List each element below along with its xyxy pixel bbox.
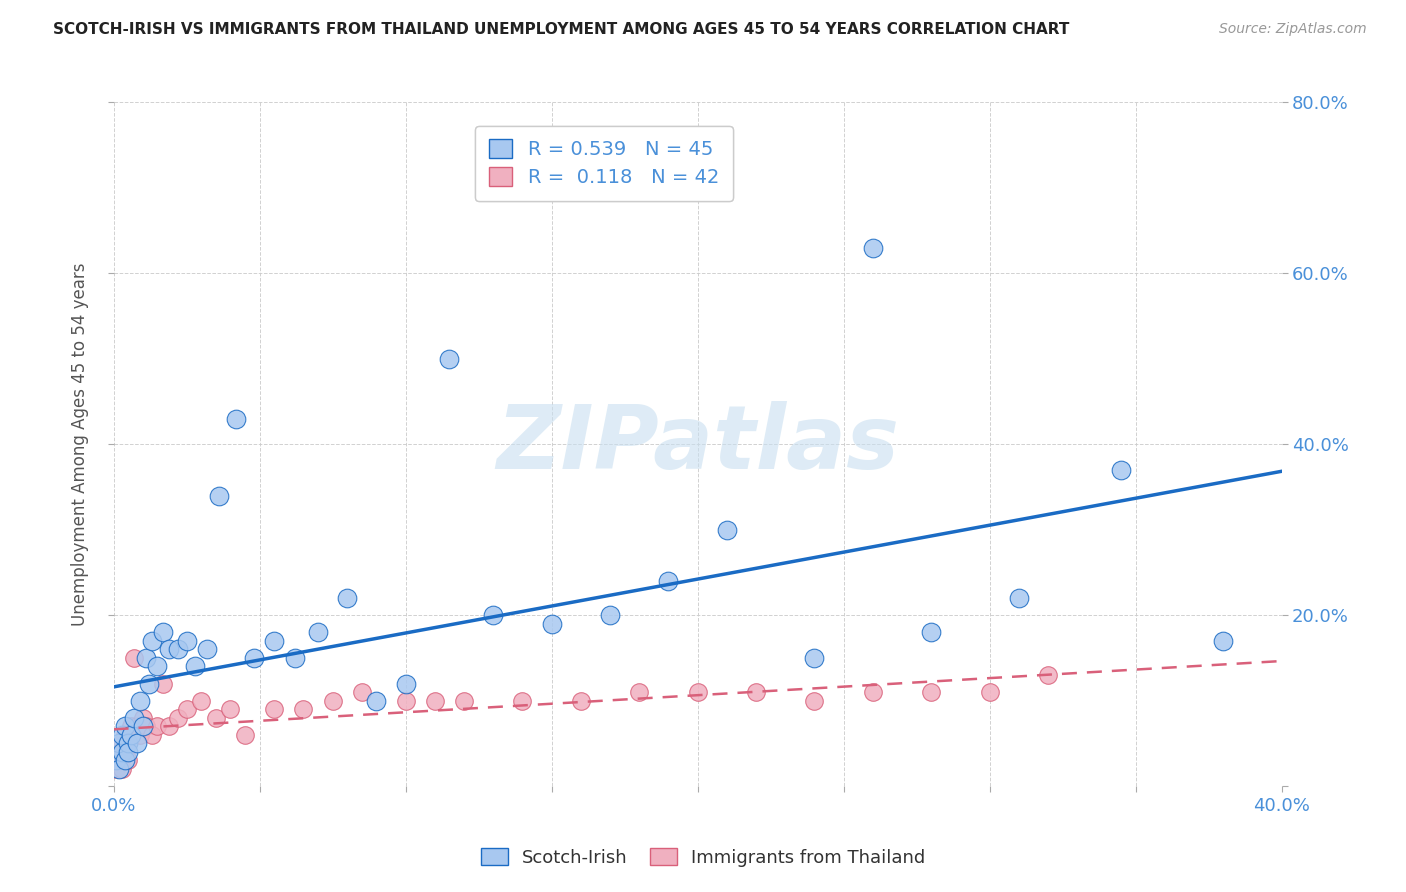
Point <box>263 702 285 716</box>
Point <box>263 633 285 648</box>
Point <box>141 633 163 648</box>
Point <box>1036 668 1059 682</box>
Point <box>862 241 884 255</box>
Point <box>657 574 679 588</box>
Point <box>157 719 180 733</box>
Point <box>122 651 145 665</box>
Point <box>208 488 231 502</box>
Point <box>111 736 134 750</box>
Point <box>105 754 128 768</box>
Point <box>716 523 738 537</box>
Point <box>233 728 256 742</box>
Point <box>204 711 226 725</box>
Point <box>1008 591 1031 605</box>
Point <box>152 625 174 640</box>
Point <box>569 693 592 707</box>
Point <box>132 711 155 725</box>
Point <box>242 651 264 665</box>
Point <box>111 762 134 776</box>
Point <box>803 651 825 665</box>
Point <box>114 728 136 742</box>
Point <box>108 745 131 759</box>
Point <box>166 642 188 657</box>
Point <box>176 702 198 716</box>
Point <box>146 719 169 733</box>
Point <box>803 693 825 707</box>
Text: SCOTCH-IRISH VS IMMIGRANTS FROM THAILAND UNEMPLOYMENT AMONG AGES 45 TO 54 YEARS : SCOTCH-IRISH VS IMMIGRANTS FROM THAILAND… <box>53 22 1070 37</box>
Point <box>225 411 247 425</box>
Point <box>512 693 534 707</box>
Point <box>394 693 416 707</box>
Point <box>366 693 388 707</box>
Point <box>920 685 942 699</box>
Point <box>292 702 315 716</box>
Point <box>122 711 145 725</box>
Legend: Scotch-Irish, Immigrants from Thailand: Scotch-Irish, Immigrants from Thailand <box>474 841 932 874</box>
Point <box>138 676 160 690</box>
Point <box>111 728 134 742</box>
Point <box>540 616 562 631</box>
Point <box>599 608 621 623</box>
Text: Source: ZipAtlas.com: Source: ZipAtlas.com <box>1219 22 1367 37</box>
Point <box>125 719 148 733</box>
Legend: R = 0.539   N = 45, R =  0.118   N = 42: R = 0.539 N = 45, R = 0.118 N = 42 <box>475 126 733 201</box>
Point <box>284 651 307 665</box>
Point <box>108 762 131 776</box>
Point <box>132 719 155 733</box>
Point <box>117 736 139 750</box>
Point <box>920 625 942 640</box>
Point <box>219 702 242 716</box>
Point <box>117 754 139 768</box>
Point <box>141 728 163 742</box>
Point <box>114 745 136 759</box>
Point <box>453 693 475 707</box>
Point <box>176 633 198 648</box>
Point <box>195 642 218 657</box>
Point <box>184 659 207 673</box>
Point <box>125 736 148 750</box>
Point <box>336 591 359 605</box>
Point <box>862 685 884 699</box>
Point <box>439 351 461 366</box>
Point <box>394 676 416 690</box>
Text: ZIPatlas: ZIPatlas <box>496 401 898 488</box>
Point <box>686 685 709 699</box>
Point <box>190 693 212 707</box>
Point <box>146 659 169 673</box>
Point <box>120 728 142 742</box>
Point <box>307 625 329 640</box>
Point <box>423 693 446 707</box>
Point <box>979 685 1001 699</box>
Point <box>120 719 142 733</box>
Point <box>111 745 134 759</box>
Point <box>152 676 174 690</box>
Point <box>166 711 188 725</box>
Point <box>117 736 139 750</box>
Point <box>128 693 150 707</box>
Point <box>114 754 136 768</box>
Point <box>157 642 180 657</box>
Point <box>745 685 768 699</box>
Point <box>322 693 344 707</box>
Point <box>628 685 651 699</box>
Point <box>482 608 505 623</box>
Point <box>1109 463 1132 477</box>
Point <box>135 651 157 665</box>
Point <box>1212 633 1234 648</box>
Y-axis label: Unemployment Among Ages 45 to 54 years: Unemployment Among Ages 45 to 54 years <box>72 262 89 626</box>
Point <box>128 728 150 742</box>
Point <box>135 719 157 733</box>
Point <box>114 719 136 733</box>
Point <box>350 685 373 699</box>
Point <box>108 754 131 768</box>
Point <box>108 736 131 750</box>
Point <box>117 745 139 759</box>
Point <box>105 762 128 776</box>
